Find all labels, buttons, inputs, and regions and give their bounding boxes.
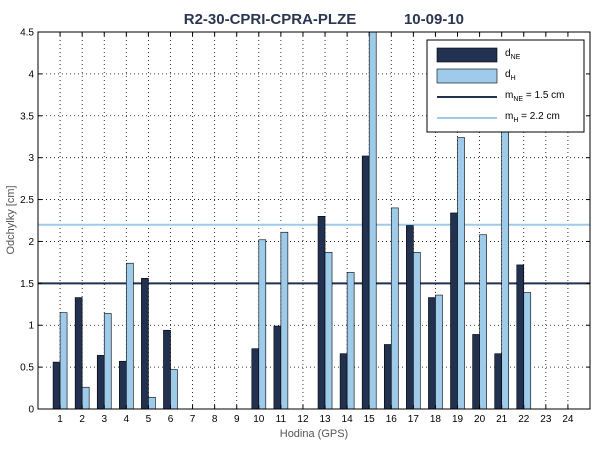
x-tick-label-24: 24 [562, 414, 574, 425]
bar-NE-17 [406, 225, 414, 410]
plot-frame [37, 31, 591, 410]
bar-NE-4 [119, 360, 127, 410]
bar-H-16 [390, 207, 399, 410]
y-tick-label-6: 3 [28, 153, 34, 164]
bar-NE-1 [52, 361, 61, 410]
x-tick-label-5: 5 [146, 414, 152, 425]
y-tick-label-5: 2.5 [20, 195, 34, 206]
bar-H-6 [170, 369, 178, 410]
x-tick-label-1: 1 [57, 414, 63, 425]
x-tick-label-22: 22 [518, 414, 530, 425]
bar-H-20 [479, 234, 487, 410]
y-tick-label-0: 0 [28, 405, 34, 416]
bar-NE-15 [361, 155, 370, 410]
x-tick-label-20: 20 [474, 414, 486, 425]
x-tick-label-3: 3 [101, 414, 107, 425]
legend: dNE dH mNE = 1.5 cm mH = 2.2 cm [426, 39, 585, 133]
x-tick-label-21: 21 [496, 414, 508, 425]
x-tick-label-12: 12 [297, 414, 309, 425]
x-tick-label-4: 4 [124, 414, 130, 425]
bar-NE-16 [383, 344, 392, 410]
bar-NE-13 [317, 216, 326, 410]
x-axis-label: Hodina (GPS) [280, 428, 348, 440]
bar-H-17 [413, 252, 421, 410]
x-tick-label-2: 2 [79, 414, 85, 425]
bar-NE-3 [96, 355, 105, 410]
bar-H-2 [81, 386, 90, 410]
bar-NE-11 [273, 325, 282, 410]
x-tick-label-19: 19 [452, 414, 464, 425]
legend-label-H: dH [505, 69, 516, 82]
y-tick-label-2: 1 [28, 321, 34, 332]
x-tick-label-17: 17 [408, 414, 420, 425]
x-tick-label-18: 18 [430, 414, 442, 425]
bar-H-11 [280, 231, 289, 410]
bar-H-10 [258, 239, 267, 410]
y-tick-label-8: 4 [28, 69, 34, 80]
bar-H-15 [368, 31, 377, 410]
bar-H-4 [126, 262, 134, 410]
y-tick-label-3: 1.5 [20, 279, 34, 290]
y-tick-label-1: 0.5 [20, 363, 34, 374]
x-tick-label-23: 23 [540, 414, 552, 425]
bar-H-22 [523, 292, 532, 410]
bar-H-1 [59, 312, 68, 410]
bar-H-21 [501, 123, 509, 410]
bar-H-13 [324, 252, 333, 410]
bar-NE-5 [141, 278, 149, 410]
y-tick-label-9: 4.5 [20, 28, 34, 39]
bar-H-3 [103, 313, 112, 410]
chart-subtitle: 10-09-10 [404, 11, 464, 28]
bar-H-19 [457, 137, 465, 410]
bar-H-14 [346, 272, 355, 410]
bar-NE-10 [251, 348, 260, 410]
bar-NE-2 [74, 297, 83, 410]
bar-NE-6 [163, 329, 171, 410]
bar-NE-22 [516, 264, 525, 410]
x-tick-label-16: 16 [386, 414, 398, 425]
legend-label-NE: dNE [505, 48, 521, 61]
x-tick-label-15: 15 [364, 414, 376, 425]
x-tick-label-9: 9 [234, 414, 240, 425]
y-tick-label-4: 2 [28, 237, 34, 248]
legend-swatch-H [436, 68, 498, 84]
x-tick-label-8: 8 [212, 414, 218, 425]
x-tick-label-13: 13 [319, 414, 331, 425]
bar-NE-19 [450, 212, 458, 410]
y-axis-label: Odchylky [cm] [5, 185, 17, 254]
x-tick-label-6: 6 [168, 414, 174, 425]
bar-H-5 [148, 396, 156, 410]
bar-H-18 [435, 294, 443, 410]
y-tick-label-7: 3.5 [20, 111, 34, 122]
legend-label-mNE: mNE = 1.5 cm [505, 90, 564, 103]
bar-NE-21 [494, 353, 502, 410]
x-tick-label-11: 11 [276, 414, 287, 425]
legend-label-mH: mH = 2.2 cm [505, 111, 560, 124]
chart-title: R2-30-CPRI-CPRA-PLZE [184, 11, 357, 28]
x-tick-label-10: 10 [253, 414, 265, 425]
bar-NE-18 [428, 297, 436, 410]
x-tick-label-14: 14 [342, 414, 354, 425]
bar-NE-20 [472, 334, 480, 410]
x-tick-label-7: 7 [190, 414, 196, 425]
legend-swatch-NE [436, 47, 498, 63]
x-tick-labels: 1 2 3 4 5 6 7 8 9 10 11 12 13 14 15 16 17 18 19 20 21 22 23 24 [57, 32, 574, 425]
y-tick-labels: 0 0.5 1 1.5 2 2.5 3 3.5 4 4.5 [20, 28, 590, 416]
bar-NE-14 [339, 353, 348, 410]
